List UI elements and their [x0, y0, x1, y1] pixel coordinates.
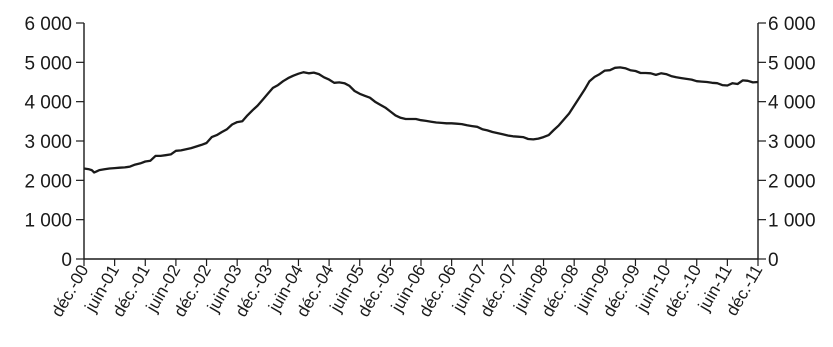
y-tick-label-left: 4 000 [24, 93, 72, 114]
y-tick-label-right: 4 000 [768, 93, 816, 114]
y-axis-left: 0 1 000 2 000 3 000 4 000 5 000 6 000 [24, 14, 85, 271]
y-tick-label-right: 6 000 [768, 14, 816, 35]
y-tick-label-left: 5 000 [24, 53, 72, 74]
y-tick-label-right: 3 000 [768, 132, 816, 153]
y-tick-label-left: 0 [61, 250, 72, 271]
y-tick-label-left: 6 000 [24, 14, 72, 35]
x-axis: déc.-00juin-01déc.-01juin-02déc.-02juin-… [48, 258, 766, 321]
x-tick-label: déc.-00 [48, 262, 93, 321]
series-line [83, 66, 759, 174]
y-tick-label-right: 1 000 [768, 211, 816, 232]
y-tick-label-left: 3 000 [24, 132, 72, 153]
y-tick-label-left: 2 000 [24, 171, 72, 192]
y-tick-label-right: 5 000 [768, 53, 816, 74]
y-axis-right: 0 1 000 2 000 3 000 4 000 5 000 6 000 [757, 14, 816, 271]
series-layer [83, 66, 759, 174]
y-tick-label-right: 2 000 [768, 171, 816, 192]
y-tick-label-left: 1 000 [24, 211, 72, 232]
y-tick-label-right: 0 [768, 250, 779, 271]
